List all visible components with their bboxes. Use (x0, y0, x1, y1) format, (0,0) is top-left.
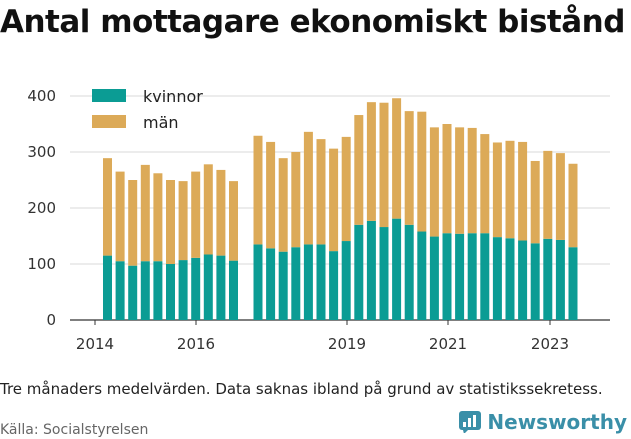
bar-kvinnor (229, 260, 238, 320)
bar-kvinnor (366, 220, 376, 320)
brand-name: Newsworthy (487, 410, 627, 434)
bar-man (191, 171, 201, 258)
bar-kvinnor (530, 243, 540, 320)
bar-kvinnor (115, 261, 125, 320)
y-tick-label: 0 (46, 311, 56, 329)
bar-kvinnor (153, 261, 163, 320)
bar-kvinnor (203, 254, 213, 320)
bar-kvinnor (392, 218, 402, 320)
x-tick-label: 2019 (328, 335, 366, 353)
bar-kvinnor (354, 224, 364, 320)
y-tick-label: 200 (27, 199, 56, 217)
bar-kvinnor (329, 251, 339, 320)
bar-man (341, 136, 351, 242)
bar-kvinnor (303, 244, 313, 320)
bar-man (166, 180, 175, 264)
bar-kvinnor (379, 227, 389, 320)
bar-kvinnor (278, 251, 288, 320)
bar-man (128, 180, 138, 266)
bar-kvinnor (404, 224, 414, 320)
x-tick-label: 2014 (76, 335, 114, 353)
bar-kvinnor (253, 244, 263, 320)
bar-man (216, 169, 226, 256)
x-tick-label: 2023 (531, 335, 569, 353)
bar-man (291, 152, 301, 248)
bar-man (505, 140, 515, 239)
chart-caption: Tre månaders medelvärden. Data saknas ib… (0, 380, 603, 398)
y-tick-label: 400 (27, 87, 56, 105)
y-tick-label: 100 (27, 255, 56, 273)
brand-logo: Newsworthy (459, 410, 627, 434)
bar-man (278, 158, 288, 252)
bar-man (178, 181, 188, 261)
bar-man (530, 160, 540, 244)
newsworthy-logo-icon (459, 411, 482, 433)
bar-man (316, 139, 326, 245)
bar-kvinnor (191, 257, 201, 320)
bar-kvinnor (103, 255, 112, 320)
bar-kvinnor (291, 247, 301, 320)
bar-kvinnor (216, 255, 226, 320)
bar-man (442, 124, 452, 234)
bar-man (153, 173, 163, 262)
bar-kvinnor (266, 248, 276, 320)
bar-man (455, 127, 465, 234)
bar-man (555, 153, 565, 240)
bar-kvinnor (166, 264, 175, 320)
bar-man (203, 164, 213, 255)
bar-man (404, 111, 414, 225)
bar-man (366, 102, 376, 221)
bar-man (518, 141, 528, 241)
bar-man (467, 127, 477, 234)
bar-kvinnor (341, 241, 351, 320)
bar-kvinnor (467, 233, 477, 320)
x-tick-label: 2021 (429, 335, 467, 353)
legend-label-man: män (143, 113, 179, 132)
bar-kvinnor (555, 239, 565, 320)
bar-man (229, 181, 238, 261)
y-tick-label: 300 (27, 143, 56, 161)
bar-man (303, 131, 313, 245)
bar-man (392, 98, 402, 219)
bar-kvinnor (455, 233, 465, 320)
bar-man (140, 164, 150, 262)
bar-kvinnor (505, 238, 515, 320)
legend-label-kvinnor: kvinnor (143, 87, 203, 106)
stacked-bar-chart: 0 100 200 300 400 2014 2016 2019 2021 2023 kvinnor… (27, 87, 610, 353)
bar-man (103, 158, 112, 256)
bar-kvinnor (316, 244, 326, 320)
bar-man (354, 115, 364, 225)
bar-man (543, 150, 553, 239)
bar-kvinnor (518, 240, 528, 320)
bar-kvinnor (543, 238, 553, 320)
bar-kvinnor (429, 236, 439, 320)
bar-man (480, 134, 490, 234)
bar-kvinnor (480, 233, 490, 320)
chart-title: Antal mottagare ekonomiskt bistånd (0, 4, 625, 40)
bar-kvinnor (128, 265, 138, 320)
bar-man (266, 141, 276, 249)
bar-man (329, 148, 339, 252)
bar-man (379, 102, 389, 228)
bar-man (417, 111, 427, 232)
bar-kvinnor (178, 260, 188, 320)
bar-man (253, 135, 263, 245)
bar-man (429, 127, 439, 237)
legend-swatch-kvinnor (92, 89, 126, 102)
bar-man (492, 142, 502, 238)
bar-kvinnor (442, 233, 452, 320)
bar-man (115, 171, 125, 262)
bar-kvinnor (417, 231, 427, 320)
bar-man (568, 163, 578, 248)
x-tick-label: 2016 (177, 335, 215, 353)
source-note: Källa: Socialstyrelsen (0, 422, 149, 438)
legend-swatch-man (92, 115, 126, 128)
bar-kvinnor (140, 261, 150, 320)
bar-kvinnor (492, 237, 502, 320)
bar-kvinnor (568, 247, 578, 320)
